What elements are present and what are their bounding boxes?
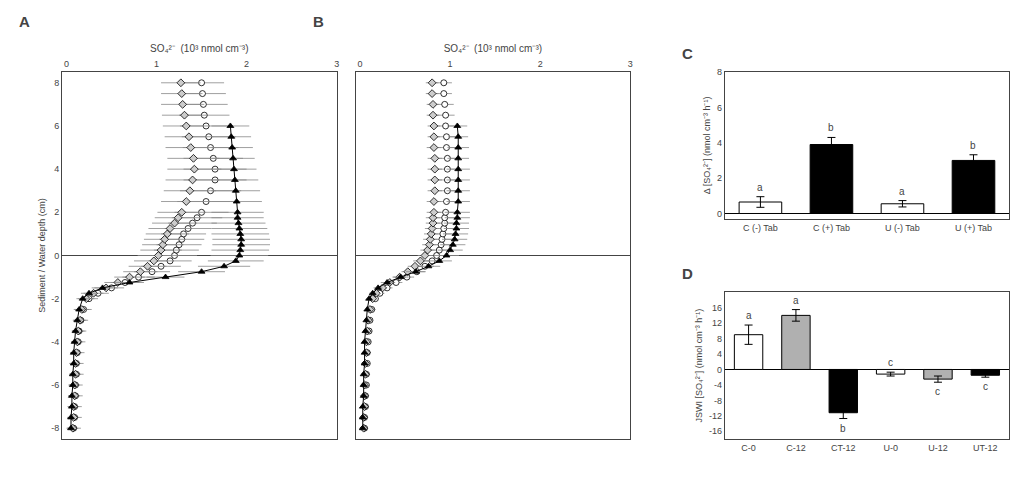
svg-text:-8: -8 xyxy=(714,396,722,406)
svg-text:4: 4 xyxy=(717,138,722,148)
svg-text:a: a xyxy=(793,295,799,306)
svg-text:-16: -16 xyxy=(709,426,722,436)
svg-text:12: 12 xyxy=(712,318,722,328)
svg-text:-6: -6 xyxy=(51,380,59,390)
svg-text:1: 1 xyxy=(154,59,159,69)
svg-text:JSWI [SO₄²⁻] (nmol cm⁻³ h⁻¹): JSWI [SO₄²⁻] (nmol cm⁻³ h⁻¹) xyxy=(694,309,704,423)
svg-text:C-0: C-0 xyxy=(741,443,756,453)
svg-text:2: 2 xyxy=(538,59,543,69)
svg-text:SO₄²⁻ (10³ nmol cm⁻³): SO₄²⁻ (10³ nmol cm⁻³) xyxy=(444,43,542,54)
svg-text:0: 0 xyxy=(717,209,722,219)
svg-text:a: a xyxy=(746,310,752,321)
svg-text:B: B xyxy=(313,13,324,30)
svg-text:a: a xyxy=(899,186,905,197)
svg-text:c: c xyxy=(983,381,988,392)
svg-text:b: b xyxy=(828,122,834,133)
svg-text:U (-) Tab: U (-) Tab xyxy=(885,223,920,233)
svg-text:D: D xyxy=(682,265,693,282)
svg-text:3: 3 xyxy=(628,59,633,69)
svg-text:8: 8 xyxy=(54,78,59,88)
svg-text:0: 0 xyxy=(54,251,59,261)
svg-text:-12: -12 xyxy=(709,411,722,421)
svg-text:2: 2 xyxy=(54,207,59,217)
svg-text:C (-) Tab: C (-) Tab xyxy=(743,223,778,233)
svg-text:UT-12: UT-12 xyxy=(973,443,998,453)
svg-text:6: 6 xyxy=(54,121,59,131)
svg-text:C: C xyxy=(682,45,693,62)
svg-text:-2: -2 xyxy=(51,294,59,304)
svg-text:C (+) Tab: C (+) Tab xyxy=(813,223,850,233)
svg-text:4: 4 xyxy=(717,349,722,359)
svg-text:4: 4 xyxy=(54,164,59,174)
svg-text:8: 8 xyxy=(717,67,722,77)
svg-text:0: 0 xyxy=(717,365,722,375)
svg-text:2: 2 xyxy=(717,173,722,183)
svg-text:0: 0 xyxy=(358,59,363,69)
svg-text:A: A xyxy=(19,13,30,30)
svg-text:U-12: U-12 xyxy=(928,443,948,453)
svg-text:a: a xyxy=(757,182,763,193)
svg-text:SO₄²⁻ (10³ nmol cm⁻³): SO₄²⁻ (10³ nmol cm⁻³) xyxy=(150,43,248,54)
svg-text:Sediment / Water depth (cm): Sediment / Water depth (cm) xyxy=(37,198,47,313)
svg-text:U (+) Tab: U (+) Tab xyxy=(955,223,992,233)
svg-text:1: 1 xyxy=(448,59,453,69)
svg-text:c: c xyxy=(888,357,893,368)
svg-text:0: 0 xyxy=(64,59,69,69)
svg-text:b: b xyxy=(840,423,846,434)
svg-text:8: 8 xyxy=(717,334,722,344)
svg-text:C-12: C-12 xyxy=(786,443,806,453)
svg-text:-8: -8 xyxy=(51,423,59,433)
svg-text:Δ [SO₄²⁻] (nmol cm⁻³ h⁻¹): Δ [SO₄²⁻] (nmol cm⁻³ h⁻¹) xyxy=(702,97,712,195)
svg-text:CT-12: CT-12 xyxy=(831,443,856,453)
svg-text:3: 3 xyxy=(334,59,339,69)
svg-text:U-0: U-0 xyxy=(883,443,898,453)
svg-text:b: b xyxy=(970,140,976,151)
svg-text:-4: -4 xyxy=(714,380,722,390)
svg-text:-4: -4 xyxy=(51,337,59,347)
svg-text:2: 2 xyxy=(244,59,249,69)
svg-text:c: c xyxy=(935,386,940,397)
svg-text:6: 6 xyxy=(717,103,722,113)
svg-text:16: 16 xyxy=(712,303,722,313)
